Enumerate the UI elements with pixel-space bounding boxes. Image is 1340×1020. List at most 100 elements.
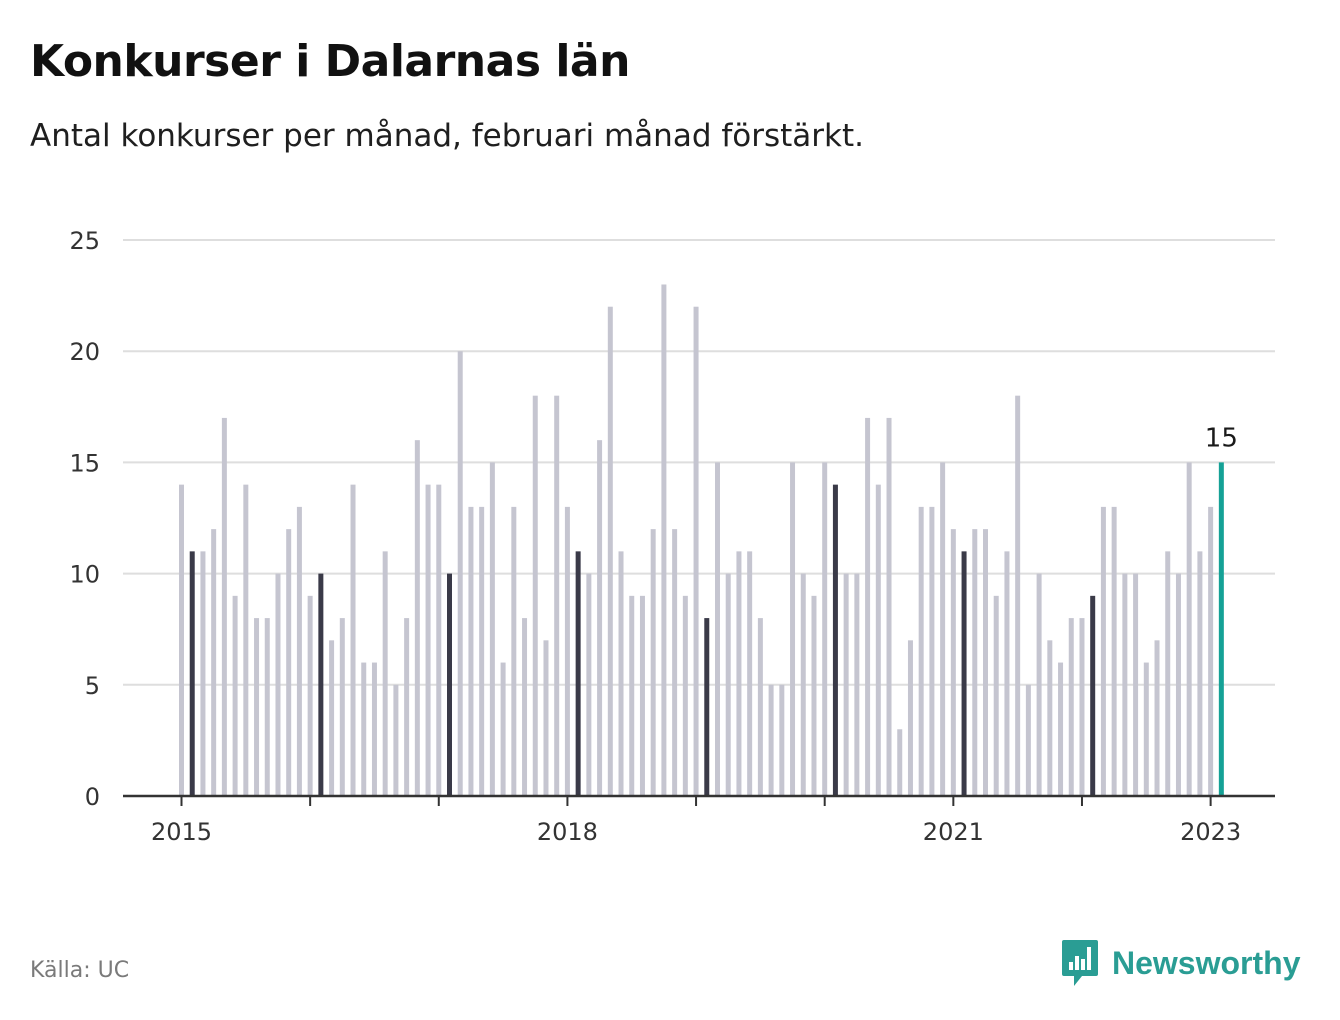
bar[interactable] <box>854 573 860 796</box>
bar[interactable] <box>629 595 635 796</box>
bar[interactable] <box>607 306 613 796</box>
bar[interactable] <box>1197 551 1203 796</box>
bar[interactable] <box>1218 462 1224 796</box>
bar[interactable] <box>597 440 603 796</box>
bar[interactable] <box>1025 684 1031 796</box>
bar[interactable] <box>779 684 785 796</box>
bar[interactable] <box>768 684 774 796</box>
bar[interactable] <box>682 595 688 796</box>
bar[interactable] <box>1068 618 1074 796</box>
bar[interactable] <box>554 395 560 796</box>
bar[interactable] <box>972 529 978 796</box>
bar[interactable] <box>200 551 206 796</box>
bar[interactable] <box>897 729 903 796</box>
bar[interactable] <box>875 484 881 796</box>
bar[interactable] <box>1100 506 1106 796</box>
bar[interactable] <box>254 618 260 796</box>
bar[interactable] <box>1036 573 1042 796</box>
bar[interactable] <box>790 462 796 796</box>
bar[interactable] <box>650 529 656 796</box>
bar[interactable] <box>661 284 667 796</box>
bar[interactable] <box>1015 395 1021 796</box>
bar[interactable] <box>672 529 678 796</box>
bar[interactable] <box>843 573 849 796</box>
bar[interactable] <box>479 506 485 796</box>
bar[interactable] <box>586 573 592 796</box>
bar[interactable] <box>1058 662 1064 796</box>
bar[interactable] <box>704 618 710 796</box>
bar[interactable] <box>1122 573 1128 796</box>
bar[interactable] <box>757 618 763 796</box>
bar[interactable] <box>747 551 753 796</box>
bar[interactable] <box>404 618 410 796</box>
bar[interactable] <box>940 462 946 796</box>
bar[interactable] <box>1111 506 1117 796</box>
bar[interactable] <box>243 484 249 796</box>
bar[interactable] <box>564 506 570 796</box>
bar[interactable] <box>339 618 345 796</box>
bar[interactable] <box>393 684 399 796</box>
bar[interactable] <box>296 506 302 796</box>
bar[interactable] <box>221 417 227 796</box>
bar[interactable] <box>468 506 474 796</box>
bar[interactable] <box>457 351 463 796</box>
bar[interactable] <box>918 506 924 796</box>
bar[interactable] <box>1047 640 1053 796</box>
bar[interactable] <box>425 484 431 796</box>
bar[interactable] <box>832 484 838 796</box>
bar[interactable] <box>1165 551 1171 796</box>
bar[interactable] <box>822 462 828 796</box>
bar[interactable] <box>489 462 495 796</box>
bar[interactable] <box>189 551 195 796</box>
bar[interactable] <box>532 395 538 796</box>
bar[interactable] <box>211 529 217 796</box>
bar[interactable] <box>1143 662 1149 796</box>
bar[interactable] <box>1004 551 1010 796</box>
bar[interactable] <box>950 529 956 796</box>
bar[interactable] <box>382 551 388 796</box>
bar[interactable] <box>350 484 356 796</box>
bar[interactable] <box>736 551 742 796</box>
bar[interactable] <box>371 662 377 796</box>
bar[interactable] <box>447 573 452 796</box>
bar[interactable] <box>639 595 645 796</box>
bar[interactable] <box>511 506 517 796</box>
bar[interactable] <box>961 551 967 796</box>
bar[interactable] <box>618 551 624 796</box>
bar[interactable] <box>232 595 238 796</box>
bar[interactable] <box>436 484 442 796</box>
bar[interactable] <box>307 595 313 796</box>
bar[interactable] <box>500 662 506 796</box>
bar[interactable] <box>811 595 817 796</box>
bar[interactable] <box>993 595 999 796</box>
bar[interactable] <box>929 506 935 796</box>
bar[interactable] <box>715 462 720 796</box>
bar[interactable] <box>725 573 731 796</box>
bar[interactable] <box>693 306 699 796</box>
bar[interactable] <box>1079 618 1085 796</box>
bar[interactable] <box>318 573 324 796</box>
bar[interactable] <box>329 640 335 796</box>
bar[interactable] <box>264 618 270 796</box>
y-tick-label: 10 <box>69 561 100 589</box>
bar[interactable] <box>543 640 549 796</box>
bar[interactable] <box>1090 595 1096 796</box>
bar[interactable] <box>275 573 281 796</box>
bar[interactable] <box>522 618 528 796</box>
bar[interactable] <box>575 551 581 796</box>
bar[interactable] <box>800 573 806 796</box>
bar[interactable] <box>1208 506 1214 796</box>
bar[interactable] <box>983 529 988 796</box>
bar[interactable] <box>865 417 871 796</box>
newsworthy-logo[interactable]: Newsworthy <box>1060 938 1300 988</box>
bar[interactable] <box>414 440 420 796</box>
bar[interactable] <box>361 662 367 796</box>
bar[interactable] <box>179 484 184 796</box>
bar[interactable] <box>1175 573 1181 796</box>
bar[interactable] <box>907 640 913 796</box>
bar[interactable] <box>1133 573 1139 796</box>
bar[interactable] <box>1154 640 1160 796</box>
bar[interactable] <box>286 529 292 796</box>
bar[interactable] <box>886 417 892 796</box>
bar[interactable] <box>1186 462 1192 796</box>
